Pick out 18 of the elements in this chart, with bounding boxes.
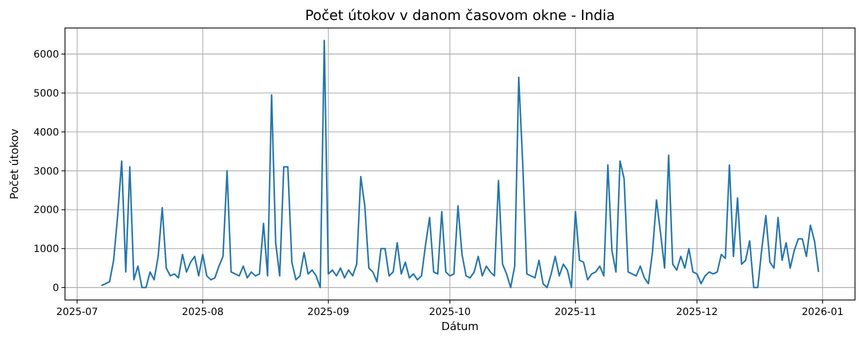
- y-axis-title: Počet útokov: [8, 128, 21, 200]
- y-tick-label: 6000: [34, 50, 59, 61]
- x-tick-label: 2025-08: [182, 307, 224, 318]
- y-tick-label: 1000: [34, 244, 59, 256]
- chart-title: Počet útokov v danom časovom okne - India: [305, 8, 615, 24]
- y-tick-label: 4000: [34, 127, 59, 138]
- x-tick-label: 2025-12: [676, 307, 718, 318]
- line-series: [100, 40, 820, 288]
- y-tick-label: 5000: [34, 88, 59, 100]
- x-tick-label: 2025-11: [554, 307, 596, 318]
- x-axis-title: Dátum: [441, 320, 479, 333]
- y-tick-label: 3000: [34, 166, 59, 178]
- x-tick-label: 2026-01: [802, 307, 844, 318]
- x-tick-label: 2025-09: [307, 307, 350, 318]
- x-tick-label: 2025-10: [428, 307, 471, 318]
- x-tick-label: 2025-07: [56, 307, 98, 318]
- y-tick-label: 2000: [34, 205, 59, 216]
- y-tick-label: 0: [52, 283, 59, 294]
